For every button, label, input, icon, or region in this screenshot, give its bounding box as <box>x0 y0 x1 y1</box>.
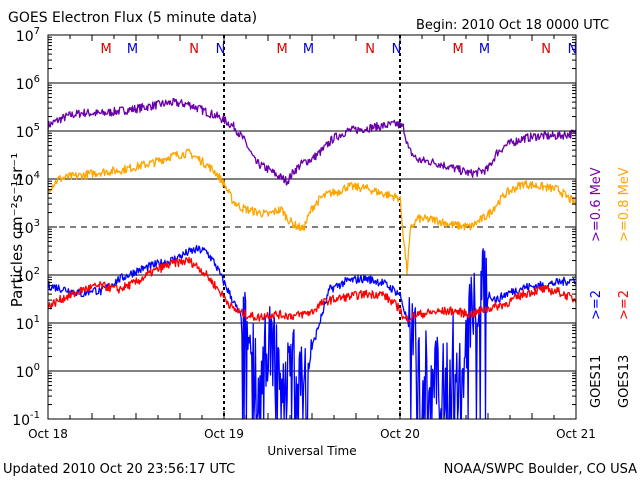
marker-label: N <box>392 42 402 57</box>
y-tick-label: 105 <box>16 122 40 141</box>
x-axis-title: Universal Time <box>267 444 356 458</box>
x-tick-label: Oct 19 <box>204 427 244 441</box>
legend-goes13: GOES13 <box>617 355 632 408</box>
y-tick-label: 104 <box>16 170 40 189</box>
y-tick-label: 107 <box>16 26 40 45</box>
marker-label: M <box>452 42 463 57</box>
chart-title: GOES Electron Flux (5 minute data) <box>8 10 257 26</box>
grid-lines <box>48 82 576 372</box>
day-separators <box>223 35 401 419</box>
legend: GOES11 >=2 >=0.6 MeV GOES13 >=2 >=0.8 Me… <box>589 167 632 408</box>
begin-label: Begin: 2010 Oct 18 0000 UTC <box>416 18 609 33</box>
y-tick-label: 101 <box>16 314 40 333</box>
updated-timestamp: Updated 2010 Oct 20 23:56:17 UTC <box>3 462 235 477</box>
marker-label: N <box>365 42 375 57</box>
series-group <box>47 97 577 420</box>
marker-label: N <box>568 42 578 57</box>
x-tick-label: Oct 20 <box>380 427 420 441</box>
x-axis-ticks: Oct 18 Oct 19 Oct 20 Oct 21 <box>28 35 596 441</box>
x-tick-label: Oct 18 <box>28 427 68 441</box>
marker-label: N <box>216 42 226 57</box>
y-tick-label: 103 <box>16 218 40 237</box>
y-tick-label: 106 <box>16 74 40 93</box>
legend-goes13-08: >=0.8 MeV <box>617 167 632 242</box>
x-tick-label: Oct 21 <box>556 427 596 441</box>
y-tick-label: 10-1 <box>12 410 40 429</box>
marker-label: M <box>303 42 314 57</box>
marker-label: N <box>541 42 551 57</box>
marker-label: M <box>479 42 490 57</box>
series-line-g11_2 <box>47 244 577 420</box>
legend-goes11: GOES11 <box>589 355 604 408</box>
y-tick-label: 102 <box>16 266 40 285</box>
marker-label: M <box>127 42 138 57</box>
marker-label: N <box>189 42 199 57</box>
series-line-g11_06 <box>47 97 577 186</box>
marker-label: M <box>100 42 111 57</box>
credit-label: NOAA/SWPC Boulder, CO USA <box>444 462 637 477</box>
y-axis-ticks: 10-1 100 101 102 103 104 105 106 107 <box>12 26 576 429</box>
legend-goes13-2: >=2 <box>617 290 632 320</box>
series-line-g13_2 <box>47 256 577 323</box>
y-tick-label: 100 <box>16 362 40 381</box>
series-line-g13_08 <box>47 148 577 275</box>
legend-goes11-06: >=0.6 MeV <box>589 167 604 242</box>
marker-label: M <box>276 42 287 57</box>
legend-goes11-2: >=2 <box>589 290 604 320</box>
y-axis-title: Particles cm⁻²s⁻¹sr⁻¹ <box>8 153 26 307</box>
